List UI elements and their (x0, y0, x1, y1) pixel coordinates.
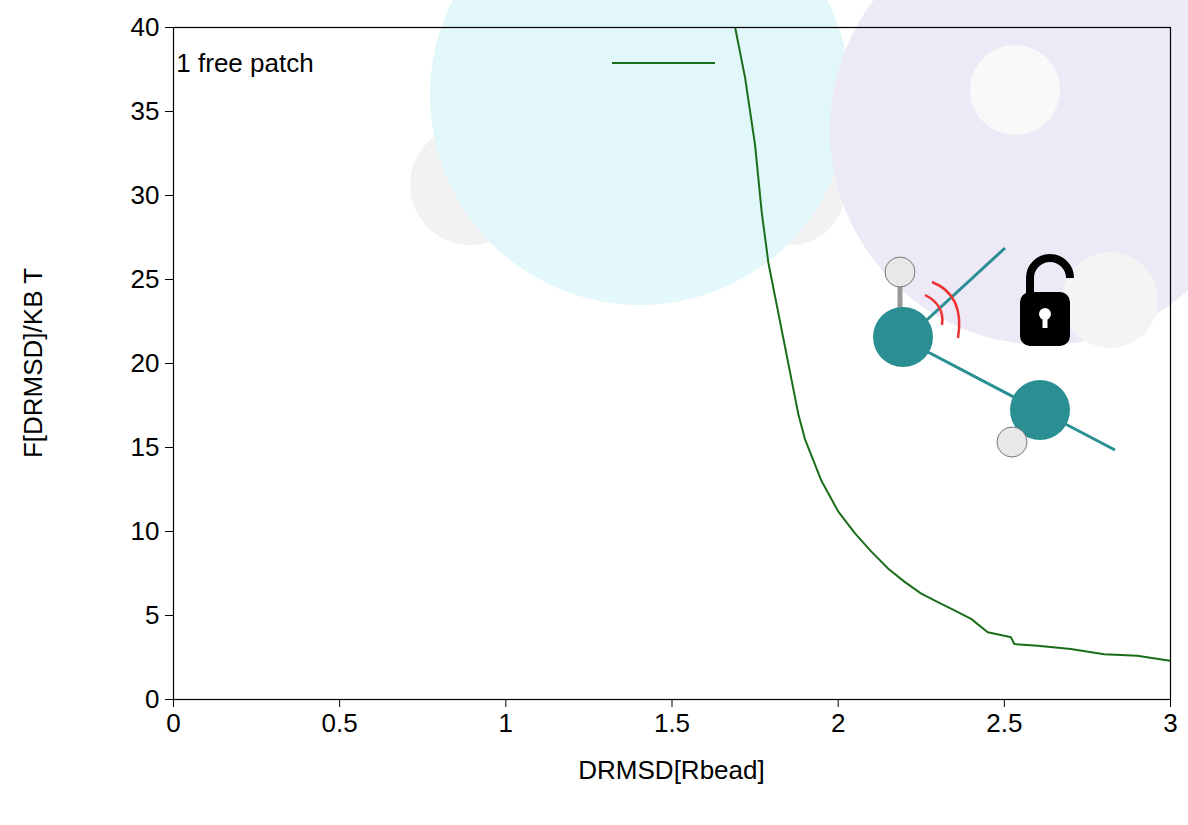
svg-text:10: 10 (131, 516, 160, 546)
svg-text:35: 35 (131, 96, 160, 126)
svg-text:20: 20 (131, 348, 160, 378)
svg-text:1 free patch: 1 free patch (176, 48, 313, 78)
svg-text:1: 1 (499, 708, 513, 738)
svg-text:0: 0 (166, 708, 180, 738)
svg-text:40: 40 (131, 12, 160, 42)
svg-text:30: 30 (131, 180, 160, 210)
svg-text:2.5: 2.5 (986, 708, 1022, 738)
svg-text:F[DRMSD]/KB T: F[DRMSD]/KB T (18, 268, 48, 458)
svg-text:3: 3 (1163, 708, 1177, 738)
svg-text:0: 0 (145, 684, 159, 714)
svg-text:5: 5 (145, 600, 159, 630)
svg-text:15: 15 (131, 432, 160, 462)
svg-text:1.5: 1.5 (654, 708, 690, 738)
svg-text:0.5: 0.5 (322, 708, 358, 738)
svg-text:25: 25 (131, 264, 160, 294)
svg-text:DRMSD[Rbead]: DRMSD[Rbead] (578, 755, 764, 785)
svg-text:2: 2 (831, 708, 845, 738)
